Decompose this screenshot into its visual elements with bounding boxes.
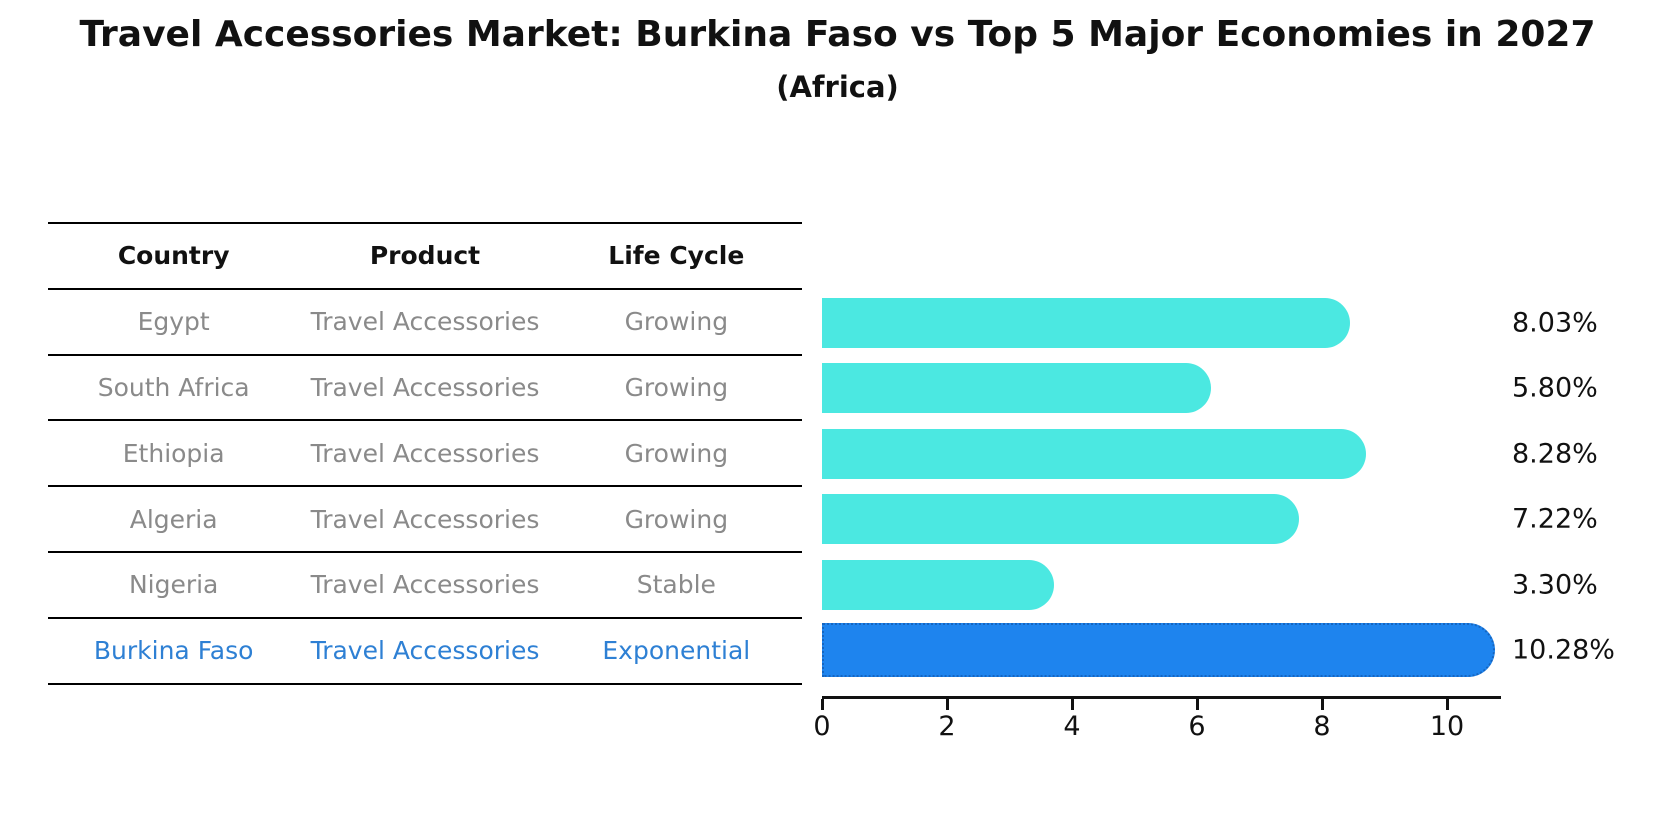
bar-value-label: 10.28%	[1512, 634, 1615, 666]
x-axis-tick-mark	[1071, 699, 1074, 710]
cell-life-cycle: Stable	[636, 570, 716, 600]
x-axis-tick-label: 10	[1429, 711, 1465, 742]
x-axis-line	[822, 696, 1501, 699]
bar-ethiopia	[822, 428, 1366, 479]
bar-egypt	[822, 298, 1350, 348]
cell-product: Travel Accessories	[310, 438, 540, 468]
x-axis-tick-label: 8	[1313, 711, 1331, 742]
x-axis-tick-label: 6	[1188, 711, 1206, 742]
chart-title: Travel Accessories Market: Burkina Faso …	[79, 14, 1596, 55]
column-header-country: Country	[117, 241, 230, 271]
x-axis-tick-mark	[1196, 699, 1199, 710]
table-row: Egypt Travel Accessories Growing	[48, 290, 802, 356]
bar-burkina-faso	[822, 622, 1495, 677]
cell-country: Ethiopia	[122, 438, 225, 468]
bar-algeria	[822, 494, 1300, 545]
cell-country: South Africa	[97, 372, 250, 402]
cell-product: Travel Accessories	[310, 504, 540, 534]
table-header-row: Country Product Life Cycle	[48, 224, 802, 290]
cell-life-cycle: Growing	[624, 438, 729, 468]
cell-country: Nigeria	[128, 570, 219, 600]
cell-life-cycle: Growing	[624, 504, 729, 534]
table-row: Nigeria Travel Accessories Stable	[48, 553, 802, 619]
table-body: Egypt Travel Accessories Growing South A…	[48, 290, 802, 685]
x-axis-tick-label: 0	[813, 711, 831, 742]
x-axis-tick-label: 2	[938, 711, 956, 742]
bar-value-label: 5.80%	[1512, 372, 1598, 404]
table-row: Ethiopia Travel Accessories Growing	[48, 421, 802, 488]
x-axis-tick-mark	[1321, 699, 1324, 710]
cell-life-cycle: Exponential	[602, 636, 751, 666]
bar-south-africa	[822, 363, 1211, 414]
cell-product: Travel Accessories	[310, 307, 540, 337]
cell-country: Egypt	[137, 307, 210, 337]
column-header-life-cycle: Life Cycle	[608, 241, 745, 271]
cell-life-cycle: Growing	[624, 307, 729, 337]
x-axis-tick-label: 4	[1063, 711, 1081, 742]
bar-value-label: 8.03%	[1512, 307, 1598, 339]
chart-subtitle: (Africa)	[776, 70, 899, 104]
column-header-product: Product	[369, 241, 481, 271]
summary-table: Country Product Life Cycle Egypt Travel …	[48, 222, 802, 685]
cell-life-cycle: Growing	[624, 372, 729, 402]
cell-country: Burkina Faso	[93, 636, 254, 666]
x-axis-tick-mark	[946, 699, 949, 710]
table-row: Algeria Travel Accessories Growing	[48, 487, 802, 553]
x-axis-tick-mark	[821, 699, 824, 710]
cell-product: Travel Accessories	[310, 636, 540, 666]
x-axis-tick-mark	[1446, 699, 1449, 710]
bar-nigeria	[822, 559, 1055, 610]
bar-value-label: 3.30%	[1512, 569, 1598, 601]
bar-value-label: 8.28%	[1512, 438, 1598, 470]
cell-country: Algeria	[129, 504, 218, 534]
bar-value-label: 7.22%	[1512, 503, 1598, 535]
table-row: South Africa Travel Accessories Growing	[48, 356, 802, 422]
table-row: Burkina Faso Travel Accessories Exponent…	[48, 619, 802, 685]
cell-product: Travel Accessories	[310, 372, 540, 402]
cell-product: Travel Accessories	[310, 570, 540, 600]
